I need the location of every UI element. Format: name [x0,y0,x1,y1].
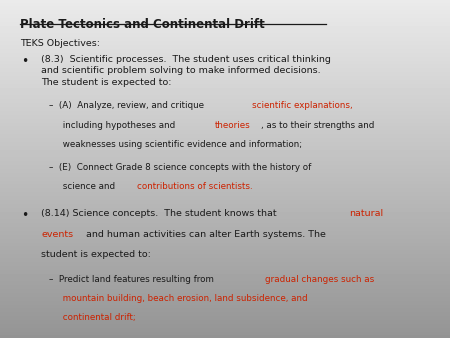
Text: weaknesses using scientific evidence and information;: weaknesses using scientific evidence and… [49,140,302,149]
Text: including hypotheses and: including hypotheses and [49,121,178,130]
Text: and human activities can alter Earth systems. The: and human activities can alter Earth sys… [83,230,326,239]
Text: –  (E)  Connect Grade 8 science concepts with the history of: – (E) Connect Grade 8 science concepts w… [49,163,311,172]
Text: natural: natural [349,209,383,218]
Text: (8.14) Science concepts.  The student knows that: (8.14) Science concepts. The student kno… [41,209,280,218]
Text: •: • [22,209,29,221]
Text: continental drift;: continental drift; [49,313,135,322]
Text: •: • [22,55,29,68]
Text: –  Predict land features resulting from: – Predict land features resulting from [49,275,216,284]
Text: scientific explanations,: scientific explanations, [252,101,353,111]
Text: mountain building, beach erosion, land subsidence, and: mountain building, beach erosion, land s… [49,294,307,303]
Text: TEKS Objectives:: TEKS Objectives: [20,39,100,48]
Text: contributions of scientists.: contributions of scientists. [137,182,253,191]
Text: gradual changes such as: gradual changes such as [265,275,374,284]
Text: Plate Tectonics and Continental Drift: Plate Tectonics and Continental Drift [20,18,265,30]
Text: (8.3)  Scientific processes.  The student uses critical thinking
and scientific : (8.3) Scientific processes. The student … [41,55,331,87]
Text: science and: science and [49,182,117,191]
Text: –  (A)  Analyze, review, and critique: – (A) Analyze, review, and critique [49,101,207,111]
Text: , as to their strengths and: , as to their strengths and [261,121,374,130]
Text: student is expected to:: student is expected to: [41,250,151,260]
Text: theories: theories [215,121,251,130]
Text: events: events [41,230,73,239]
